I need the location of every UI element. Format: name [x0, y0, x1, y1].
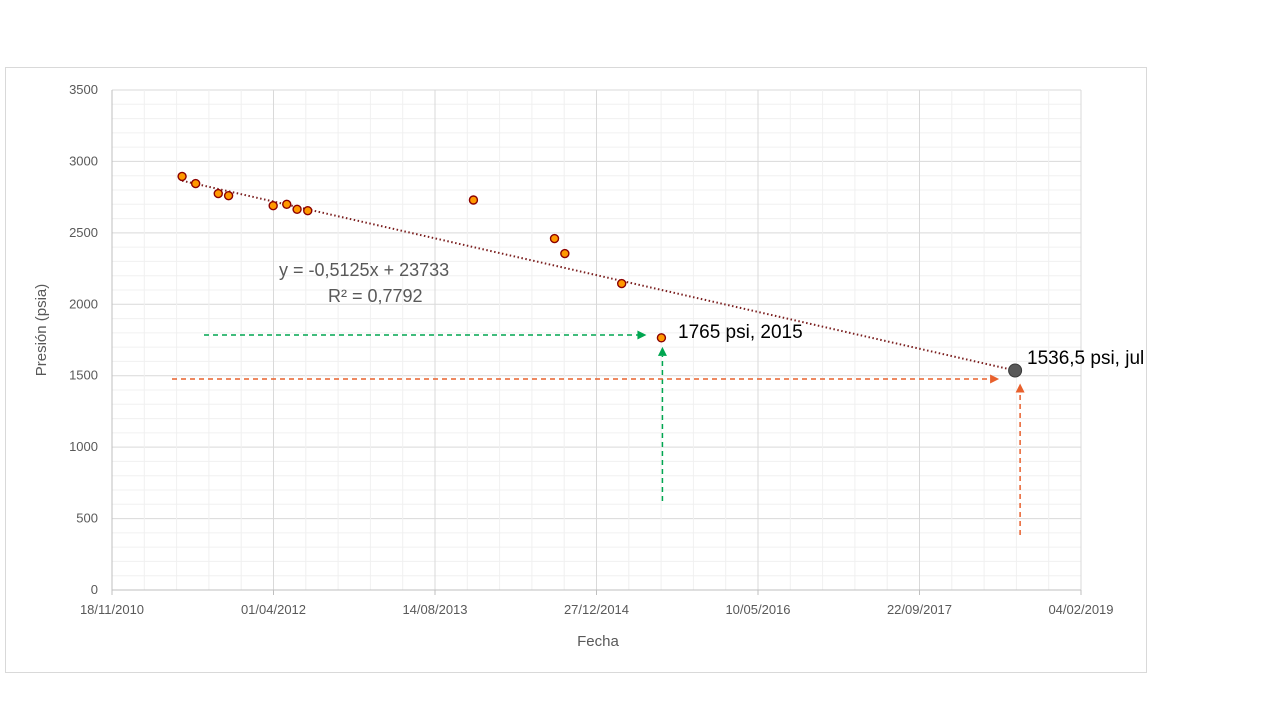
orange-arrowhead-up — [1015, 383, 1025, 393]
green-arrowhead-right — [637, 330, 647, 340]
y-tick-label: 2500 — [69, 225, 98, 240]
data-point — [303, 206, 313, 216]
data-point — [213, 188, 223, 199]
data-point — [268, 201, 278, 211]
grid — [112, 89, 1082, 590]
data-point — [190, 178, 201, 189]
axes — [111, 90, 1082, 595]
arrows-group — [172, 330, 1025, 535]
y-tick-labels: 0 500 1000 1500 2000 2500 3000 3500 — [69, 82, 98, 597]
data-point — [616, 278, 627, 289]
annotation-2015: 1765 psi, 2015 — [678, 322, 803, 343]
y-axis-title: Presión (psia) — [33, 284, 50, 377]
x-tick-label: 10/05/2016 — [725, 602, 790, 617]
x-axis-title: Fecha — [577, 633, 619, 650]
green-arrowhead-up — [657, 346, 667, 356]
y-tick-label: 0 — [91, 582, 98, 597]
y-tick-label: 3500 — [69, 82, 98, 97]
y-tick-label: 1000 — [69, 439, 98, 454]
forecast-point-2018 — [1008, 363, 1023, 378]
trendline-equation: y = -0,5125x + 23733 — [279, 260, 449, 280]
x-tick-labels: 18/11/2010 01/04/2012 14/08/2013 27/12/2014… — [80, 602, 1114, 617]
y-tick-label: 3000 — [69, 153, 98, 168]
y-tick-label: 500 — [76, 511, 98, 526]
x-tick-label: 14/08/2013 — [402, 602, 467, 617]
data-point — [292, 204, 302, 214]
x-tick-label: 04/02/2019 — [1048, 602, 1113, 617]
points-group — [177, 171, 1023, 378]
x-tick-label: 27/12/2014 — [564, 602, 629, 617]
data-point — [177, 171, 187, 182]
chart-frame: 0 500 1000 1500 2000 2500 3000 3500 18/11/2010 0… — [5, 67, 1148, 673]
y-tick-label: 2000 — [69, 296, 98, 311]
y-tick-label: 1500 — [69, 368, 98, 383]
x-tick-label: 18/11/2010 — [80, 602, 144, 617]
data-point — [560, 248, 570, 259]
x-tick-label: 22/09/2017 — [887, 602, 952, 617]
data-point — [282, 199, 292, 209]
orange-arrowhead-right — [990, 374, 1000, 384]
scatter-chart: 0 500 1000 1500 2000 2500 3000 3500 18/11/2010 0… — [33, 82, 1148, 650]
data-point — [549, 233, 560, 244]
data-point — [468, 195, 479, 205]
data-point — [223, 191, 234, 201]
x-tick-label: 01/04/2012 — [241, 602, 306, 617]
data-point — [656, 333, 667, 343]
trendline-r-squared: R² = 0,7792 — [328, 286, 423, 306]
annotation-2018: 1536,5 psi, jul 2018 — [1027, 348, 1148, 369]
